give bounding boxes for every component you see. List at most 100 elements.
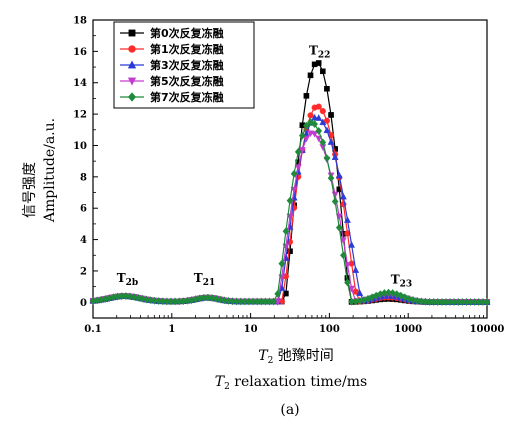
data-point xyxy=(327,138,335,145)
x-tick-label: 10000 xyxy=(470,324,505,335)
data-point xyxy=(270,297,277,306)
data-point xyxy=(348,285,356,293)
series-4 xyxy=(89,118,491,306)
y-tick-label: 2 xyxy=(80,266,87,277)
plot-frame xyxy=(92,19,488,319)
data-point xyxy=(303,121,310,130)
data-point xyxy=(290,186,298,194)
x-tick-label: 10 xyxy=(244,324,258,335)
legend-label: 第5次反复冻融 xyxy=(150,74,224,88)
legend-label: 第0次反复冻融 xyxy=(150,26,224,40)
data-point xyxy=(339,192,347,200)
data-point xyxy=(130,293,138,301)
y-tick-label: 10 xyxy=(73,141,87,152)
legend-item: 第1次反复冻融 xyxy=(120,42,224,56)
data-point xyxy=(142,295,150,304)
legend-marker xyxy=(128,45,136,53)
peak-label-2b: T2b xyxy=(117,271,139,288)
data-point xyxy=(216,295,224,304)
data-point xyxy=(323,126,331,134)
data-point xyxy=(335,223,343,232)
data-point xyxy=(290,169,298,178)
x-tick-label: 100 xyxy=(319,324,340,335)
x-tick-label: 1 xyxy=(168,324,175,335)
data-point xyxy=(323,117,330,124)
x-axis-label-cn-sub: 2 xyxy=(268,356,274,366)
data-point xyxy=(344,262,351,269)
data-point xyxy=(324,85,330,92)
data-point xyxy=(348,241,356,248)
legend-label: 第1次反复冻融 xyxy=(150,42,224,56)
y-tick-label: 18 xyxy=(73,16,87,27)
data-point xyxy=(315,103,322,110)
series-line xyxy=(92,117,487,303)
data-point xyxy=(294,164,302,171)
legend-item: 第0次反复冻融 xyxy=(120,26,224,40)
legend-item: 第5次反复冻融 xyxy=(120,74,224,88)
series-layer xyxy=(89,60,491,306)
x-tick-label: 0.1 xyxy=(84,324,101,335)
y-tick-label: 14 xyxy=(73,78,87,89)
data-point xyxy=(319,138,327,147)
y-tick-label: 12 xyxy=(73,110,87,121)
data-point xyxy=(315,126,323,135)
data-point xyxy=(413,296,421,305)
x-axis-label-en-var: T xyxy=(215,374,226,390)
legend-marker xyxy=(128,29,136,37)
data-point xyxy=(274,289,282,298)
data-point xyxy=(282,227,290,236)
legend-marker xyxy=(127,77,137,86)
data-point xyxy=(320,68,326,75)
data-point xyxy=(331,191,339,199)
peak-label-21: T21 xyxy=(194,271,215,288)
data-point xyxy=(286,196,294,205)
data-point xyxy=(307,72,314,79)
data-point xyxy=(356,289,364,296)
legend-marker xyxy=(127,60,137,69)
data-point xyxy=(298,131,306,140)
x-axis-label-cn: T2 弛豫时间 xyxy=(258,348,334,366)
data-point xyxy=(328,112,334,118)
x-axis-label-en-sub: 2 xyxy=(224,382,230,392)
legend-item: 第7次反复冻融 xyxy=(120,90,224,104)
y-tick-label: 4 xyxy=(80,235,87,246)
data-point xyxy=(331,197,339,206)
data-point xyxy=(278,259,286,268)
series-2 xyxy=(89,113,491,305)
data-point xyxy=(315,60,322,66)
x-axis-label-cn-text: 弛豫时间 xyxy=(273,348,333,364)
data-point xyxy=(302,135,310,143)
data-point xyxy=(344,278,351,287)
data-point xyxy=(319,108,326,115)
data-point xyxy=(327,174,335,183)
data-point xyxy=(331,153,339,160)
y-tick-label: 8 xyxy=(80,172,87,183)
data-point xyxy=(220,296,228,305)
data-point xyxy=(352,266,360,273)
legend-item: 第3次反复冻融 xyxy=(120,58,224,72)
data-point xyxy=(138,294,146,303)
peak-label-23: T23 xyxy=(391,272,412,289)
y-tick-label: 0 xyxy=(80,298,87,309)
data-point xyxy=(294,147,302,156)
data-point xyxy=(319,118,327,126)
data-point xyxy=(283,290,289,297)
legend-label: 第3次反复冻融 xyxy=(150,58,224,72)
data-point xyxy=(339,251,347,260)
data-point xyxy=(315,114,323,121)
peak-label-22: T22 xyxy=(309,44,330,61)
legend-marker xyxy=(127,92,137,102)
data-point xyxy=(208,294,216,302)
figure-caption: (a) xyxy=(280,402,299,418)
data-point xyxy=(311,120,319,129)
plot-border xyxy=(92,19,488,319)
data-point xyxy=(147,296,154,305)
data-point xyxy=(323,154,331,163)
data-point xyxy=(134,293,142,302)
x-tick-label: 1000 xyxy=(394,324,422,335)
data-point xyxy=(307,112,314,119)
axis-ticks: 0.1 1 10 100 1000 10000 0 2 4 6 8 10 12 14 16 18 xyxy=(73,16,504,336)
legend-label: 第7次反复冻融 xyxy=(150,90,224,104)
